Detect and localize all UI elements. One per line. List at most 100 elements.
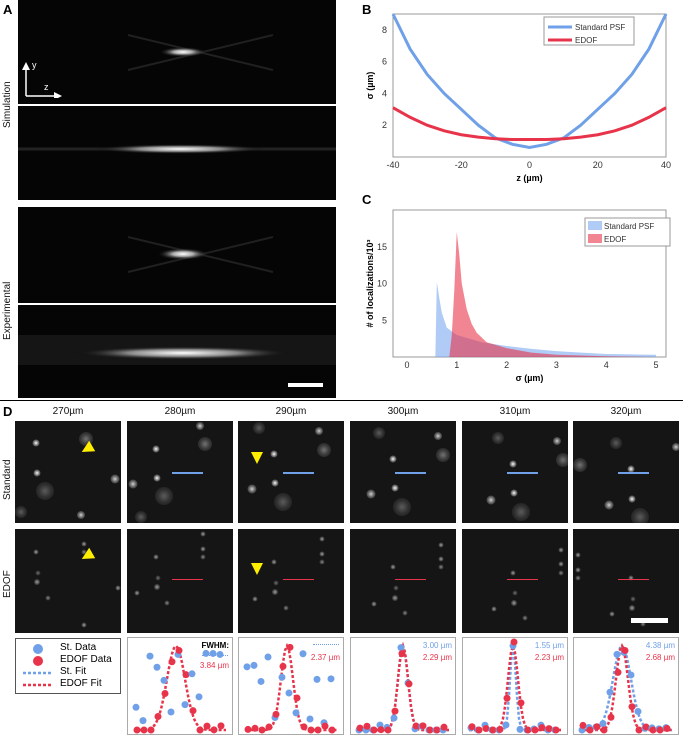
edof-data-point [440,723,448,731]
legend-edof-data: EDOF Data [60,654,112,665]
edof-data-point [244,725,252,733]
axis-arrows-icon [22,62,62,98]
edof-data-point [258,726,266,734]
panel_d-fwhm-4-edof: 2.68 µm [645,653,675,662]
bead-spot [510,489,518,497]
bead-spot [630,596,636,602]
st-data-point [397,644,405,652]
column-title: 320µm [610,406,642,417]
bead-spot [558,547,564,553]
c-legend-label: EDOF [604,235,626,244]
edof-data-point [182,671,190,679]
bead-spot [271,479,279,487]
bead-spot [671,442,679,451]
bead-spot [32,439,40,447]
profile-plot-280µm: FWHM: 3.84 µm [127,637,233,735]
st-data-point [257,677,265,685]
edof-data-point [649,726,657,734]
panel_d-fwhm-2-st: 3.00 µm [422,641,452,650]
b-legend-label: Standard PSF [575,23,625,32]
sim-psf-xy-image: y z [18,0,336,104]
b-ytick: 6 [382,57,387,67]
bead-spot [45,595,51,601]
row-label-experimental: Experimental [2,281,13,340]
row-label-standard: Standard [2,459,13,500]
bead-spot [609,611,615,617]
standard-image-270µm [15,421,121,523]
bead-spot [319,551,325,557]
bead-spot [512,590,518,596]
edof-data-point [279,662,287,670]
st-data-point [390,714,398,722]
bead-spot [273,492,292,511]
b-xtick: 40 [661,160,671,170]
edof-data-point [133,726,141,734]
edof-image-290µm [238,529,344,633]
edof-data-point [517,699,525,707]
st-data-point [627,671,635,679]
bead-spot [510,570,516,576]
bead-spot [319,536,325,542]
bead-spot [81,541,87,547]
edof-data-point [419,722,427,730]
bead-spot [553,437,562,446]
bead-spot [272,589,279,596]
bead-spot [200,531,206,537]
edof-data-point [384,726,392,734]
st-data-point [278,673,286,681]
edof-data-point [607,713,615,721]
edof-data-point [433,726,441,734]
st-data-point [516,725,524,733]
edof-image-270µm [15,529,121,633]
bead-spot [402,610,408,616]
edof-data-point [475,726,483,734]
c-legend-label: Standard PSF [604,222,654,231]
bead-spot [314,427,323,436]
c-xlabel: σ (µm) [516,373,544,383]
panel_d-fwhm-2-edof: 2.29 µm [422,653,452,662]
legend-d: St. Data EDOF Data St. Fit EDOF Fit [15,638,121,694]
panel_d-fwhm-3-edof: 2.23 µm [534,653,564,662]
profile-line [506,472,539,474]
bead-spot [389,455,397,463]
edof-data-point [175,646,183,654]
edof-data-point [531,726,539,734]
bead-spot [273,580,279,586]
bead-spot [575,567,581,573]
edof-data-point [642,723,650,731]
bead-spot [558,561,564,567]
bead-spot [438,542,444,548]
bead-spot [575,575,581,581]
bead-spot [492,432,505,445]
bead-spot [200,554,206,560]
st-data-point [264,653,272,661]
bead-spot [34,579,41,586]
bead-spot [155,575,161,581]
exp-psf-xz-image [18,305,336,398]
arrowhead-icon [250,451,263,464]
profile-line [282,472,315,474]
edof-data-point [300,723,308,731]
profile-line [617,578,650,581]
bead-spot [486,495,496,505]
st-data-point [292,709,300,717]
bead-spot [155,487,174,506]
standard-image-320µm [573,421,679,523]
bead-spot [76,510,85,519]
edof-data-point [503,694,511,702]
scale-bar [631,618,669,624]
profile-plot-310µm: 1.55 µm 2.23 µm [462,637,568,735]
sim-psf-xz-image [18,106,336,200]
bead-spot [575,552,581,558]
panel-label-d: D [3,404,13,419]
edof-data-point [482,725,490,733]
edof-data-point [496,725,504,733]
bead-spot [371,601,377,607]
bead-spot [153,474,161,482]
row-label-edof: EDOF [2,570,13,598]
edof-data-point [538,724,546,732]
edof-data-point [168,658,176,666]
bead-spot [640,621,646,627]
bead-spot [153,554,159,560]
bead-spot [438,564,444,570]
